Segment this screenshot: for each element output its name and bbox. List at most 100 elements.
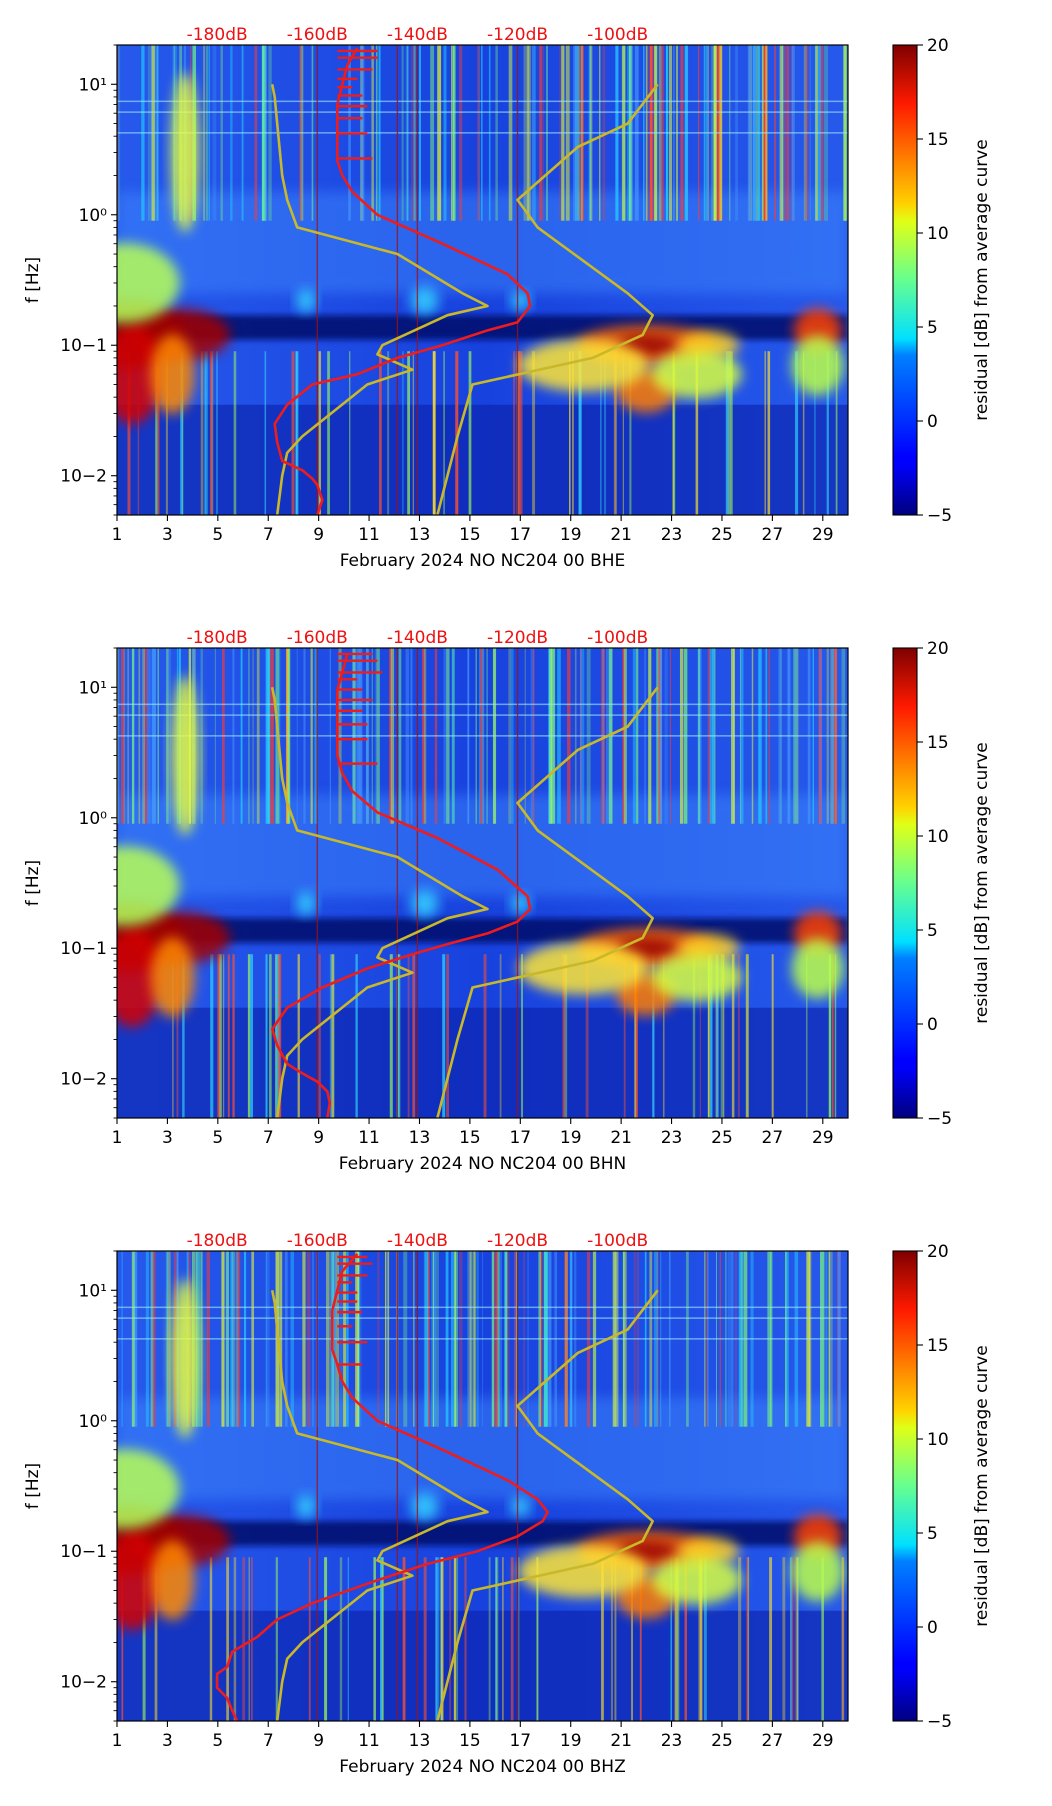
median-psd-line (273, 47, 532, 515)
colorbar-label: residual [dB] from average curve (972, 742, 992, 1023)
x-axis-label: February 2024 NO NC204 00 BHZ (339, 1757, 625, 1777)
x-tick-label: 13 (409, 1731, 431, 1751)
y-tick-label: 10−1 (60, 336, 107, 356)
db-axis-label: -120dB (487, 628, 548, 648)
y-tick-label: 10−1 (60, 939, 107, 959)
colorbar: 20 15 10 5 0 −5 residual [dB] from average cur… (892, 639, 992, 1129)
y-tick-label: 10−2 (60, 467, 107, 487)
x-tick-label: 19 (560, 525, 582, 545)
y-tick-label: 10⁰ (79, 809, 108, 829)
x-tick-label: 17 (509, 525, 531, 545)
x-tick-label: 23 (661, 1128, 683, 1148)
x-tick-label: 21 (610, 1128, 632, 1148)
heatmap (117, 45, 848, 515)
colorbar: 20 15 10 5 0 −5 residual [dB] from average cur… (892, 36, 992, 526)
colorbar-tick-label: −5 (927, 1109, 952, 1129)
x-tick-label: 25 (711, 525, 733, 545)
colorbar-tick-label: 20 (927, 639, 949, 659)
x-tick-label: 5 (212, 525, 223, 545)
db-axis-label: -120dB (487, 25, 548, 45)
x-tick-label: 19 (560, 1128, 582, 1148)
colorbar-tick-label: 0 (927, 412, 938, 432)
low-noise-model-line (270, 84, 489, 515)
heatmap (117, 1251, 848, 1721)
x-tick-label: 3 (162, 1731, 173, 1751)
colorbar-tick-label: 10 (927, 1430, 949, 1450)
x-tick-label: 1 (112, 525, 123, 545)
db-axis-label: -100dB (587, 25, 648, 45)
y-tick-label: 10−2 (60, 1070, 107, 1090)
x-tick-label: 5 (212, 1128, 223, 1148)
median-psd-line (215, 1253, 549, 1721)
x-axis-label: February 2024 NO NC204 00 BHE (340, 551, 626, 571)
x-tick-label: 21 (610, 525, 632, 545)
x-tick-label: 3 (162, 525, 173, 545)
x-tick-label: 1 (112, 1731, 123, 1751)
median-psd-line (270, 653, 532, 1118)
x-tick-label: 25 (711, 1731, 733, 1751)
db-axis-label: -160dB (287, 1231, 348, 1251)
x-tick-label: 15 (459, 525, 481, 545)
db-axis-label: -100dB (587, 628, 648, 648)
x-tick-label: 29 (812, 1731, 834, 1751)
x-tick-label: 27 (762, 1731, 784, 1751)
y-axis-label: f [Hz] (23, 1463, 43, 1509)
colorbar-tick-label: 15 (927, 130, 949, 150)
x-tick-label: 13 (409, 525, 431, 545)
colorbar-tick-label: 20 (927, 1242, 949, 1262)
x-tick-label: 9 (313, 525, 324, 545)
db-axis-label: -180dB (187, 628, 248, 648)
db-axis-label: -140dB (387, 25, 448, 45)
db-axis-label: -160dB (287, 25, 348, 45)
x-tick-label: 1 (112, 1128, 123, 1148)
colorbar-tick-label: 15 (927, 733, 949, 753)
x-tick-label: 19 (560, 1731, 582, 1751)
x-axis-label: February 2024 NO NC204 00 BHN (339, 1154, 627, 1174)
x-tick-label: 9 (313, 1128, 324, 1148)
x-tick-label: 11 (358, 1731, 380, 1751)
y-axis-label: f [Hz] (23, 257, 43, 303)
db-axis-label: -180dB (187, 1231, 248, 1251)
colorbar: 20 15 10 5 0 −5 residual [dB] from average cur… (892, 1242, 992, 1732)
x-tick-label: 17 (509, 1731, 531, 1751)
x-tick-label: 25 (711, 1128, 733, 1148)
x-tick-label: 21 (610, 1731, 632, 1751)
colorbar-tick-label: 10 (927, 827, 949, 847)
colorbar-tick-label: 5 (927, 921, 938, 941)
low-noise-model-line (270, 687, 489, 1118)
y-tick-label: 10¹ (79, 678, 107, 698)
spectrogram-panel-bhn: 1 3 5 7 9 11 13 15 17 19 21 23 25 27 2910−210−110⁰10¹-… (23, 628, 992, 1174)
x-tick-label: 29 (812, 1128, 834, 1148)
x-tick-label: 27 (762, 1128, 784, 1148)
colorbar-label: residual [dB] from average curve (972, 1345, 992, 1626)
spectrogram-panel-bhz: 1 3 5 7 9 11 13 15 17 19 21 23 25 27 2910−210−110⁰10¹-… (23, 1231, 992, 1777)
db-axis-label: -160dB (287, 628, 348, 648)
x-tick-label: 7 (263, 1731, 274, 1751)
x-tick-label: 7 (263, 1128, 274, 1148)
x-tick-label: 11 (358, 525, 380, 545)
x-tick-label: 29 (812, 525, 834, 545)
x-tick-label: 11 (358, 1128, 380, 1148)
high-noise-model-line (436, 1289, 659, 1721)
y-tick-label: 10⁰ (79, 206, 108, 226)
y-tick-label: 10¹ (79, 1281, 107, 1301)
heatmap (117, 648, 848, 1118)
x-tick-label: 27 (762, 525, 784, 545)
colorbar-tick-label: −5 (927, 1712, 952, 1732)
colorbar-tick-label: 0 (927, 1618, 938, 1638)
x-tick-label: 9 (313, 1731, 324, 1751)
x-tick-label: 15 (459, 1128, 481, 1148)
x-tick-label: 13 (409, 1128, 431, 1148)
db-axis-label: -120dB (487, 1231, 548, 1251)
x-tick-label: 15 (459, 1731, 481, 1751)
db-axis-label: -180dB (187, 25, 248, 45)
y-tick-label: 10¹ (79, 75, 107, 95)
high-noise-model-line (436, 83, 659, 515)
colorbar-tick-label: 10 (927, 224, 949, 244)
db-axis-label: -140dB (387, 628, 448, 648)
colorbar-tick-label: 0 (927, 1015, 938, 1035)
x-tick-label: 17 (509, 1128, 531, 1148)
x-tick-label: 3 (162, 1128, 173, 1148)
colorbar-label: residual [dB] from average curve (972, 139, 992, 420)
